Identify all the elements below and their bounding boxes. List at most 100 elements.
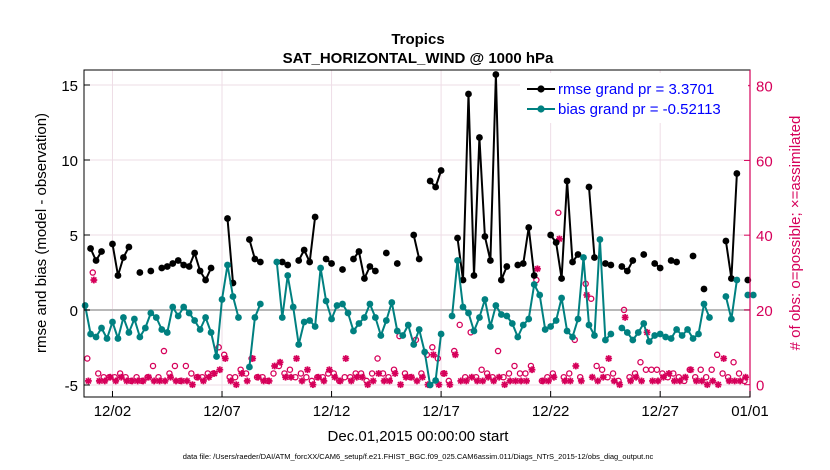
obs-assimilated-stroke — [216, 366, 223, 373]
bias-point — [470, 327, 478, 335]
bias-point — [114, 335, 122, 342]
obs-assimilated-marker — [210, 370, 218, 377]
obs-assimilated-stroke — [118, 374, 125, 381]
obs-assimilated-stroke — [682, 374, 689, 381]
obs-assimilated-marker — [468, 373, 476, 381]
legend: rmse grand pr = 3.3701 bias grand pr = -… — [520, 73, 748, 123]
rmse-point — [366, 263, 374, 270]
y2-tick-label: 20 — [756, 303, 773, 320]
rmse-point — [322, 255, 330, 263]
rmse-point — [727, 275, 735, 282]
rmse-point — [476, 134, 483, 141]
rmse-point — [623, 267, 631, 275]
obs-assimilated-stroke — [222, 355, 229, 362]
rmse-point — [656, 264, 664, 272]
bias-point — [404, 321, 412, 329]
obs-assimilated-marker — [408, 373, 415, 381]
rmse-point — [410, 231, 418, 239]
bias-point — [656, 330, 664, 338]
obs-possible-marker — [637, 358, 644, 366]
obs-assimilated-stroke — [359, 374, 366, 381]
bias-point — [306, 317, 314, 324]
obs-assimilated-stroke — [107, 374, 114, 381]
obs-possible-marker — [456, 321, 463, 329]
obs-assimilated-stroke — [96, 377, 103, 385]
bias-point — [536, 291, 544, 299]
obs-assimilated-marker — [512, 377, 519, 385]
obs-assimilated-stroke — [704, 381, 711, 388]
obs-assimilated-marker — [298, 377, 306, 385]
bias-point — [300, 318, 308, 326]
x-axis: 12/02 12/07 12/12 12/17 12/22 12/27 01/01 — [94, 391, 769, 420]
obs-assimilated-stroke — [474, 377, 481, 385]
rmse-point — [136, 269, 144, 276]
rmse-point — [295, 257, 303, 264]
obs-assimilated-stroke — [726, 377, 733, 385]
rmse-point — [371, 267, 379, 275]
rmse-point — [547, 231, 555, 239]
rmse-point — [87, 245, 94, 252]
obs-assimilated-marker — [605, 355, 613, 362]
obs-assimilated-stroke — [490, 377, 497, 385]
rmse-point — [98, 248, 105, 255]
obs-assimilated-marker — [545, 377, 552, 385]
obs-assimilated-stroke — [517, 377, 525, 385]
obs-possible-marker — [555, 209, 562, 217]
bias-point — [174, 312, 182, 320]
rmse-point — [125, 243, 133, 251]
bias-point — [339, 300, 346, 308]
obs-assimilated-stroke — [506, 377, 514, 385]
obs-possible-marker — [505, 370, 513, 377]
obs-assimilated-stroke — [402, 374, 410, 381]
bias-point — [81, 302, 89, 309]
obs-assimilated-marker — [282, 373, 289, 381]
x-axis-label: Dec.01,2015 00:00:00 start — [328, 428, 510, 445]
rmse-point — [558, 275, 565, 282]
obs-assimilated-stroke — [408, 374, 415, 381]
bias-point — [519, 321, 527, 329]
rmse-line-segment — [297, 216, 317, 263]
rmse-point — [651, 260, 659, 267]
obs-assimilated-marker — [232, 381, 240, 389]
obs-assimilated-stroke — [90, 276, 97, 284]
rmse-point — [519, 260, 527, 267]
bias-point — [585, 321, 593, 329]
obs-possible-marker — [297, 370, 305, 377]
obs-possible-marker — [160, 347, 168, 355]
obs-assimilated-marker — [265, 377, 273, 385]
obs-assimilated-stroke — [676, 377, 684, 385]
obs-assimilated-stroke — [309, 381, 317, 388]
bias-point — [727, 315, 735, 323]
bias-point — [344, 309, 352, 317]
obs-assimilated-marker — [95, 377, 103, 385]
rmse-point — [256, 258, 264, 266]
obs-assimilated-marker — [490, 377, 498, 385]
bias-point — [207, 329, 215, 336]
obs-assimilated-stroke — [534, 265, 541, 272]
rmse-point — [207, 264, 215, 272]
obs-assimilated-stroke — [276, 359, 284, 366]
bias-point — [278, 314, 286, 321]
bias-point — [629, 336, 637, 344]
rmse-point — [563, 177, 571, 185]
obs-assimilated-marker — [189, 381, 196, 389]
bias-point — [196, 326, 204, 333]
rmse-point — [437, 167, 445, 174]
x-tick-label: 01/01 — [731, 403, 769, 420]
rmse-point — [355, 248, 363, 255]
rmse-point — [251, 255, 259, 263]
obs-assimilated-stroke — [205, 374, 212, 381]
obs-assimilated-marker — [309, 381, 317, 389]
bias-point — [481, 296, 489, 303]
rmse-point — [640, 251, 648, 258]
obs-assimilated-marker — [484, 373, 492, 381]
bias-point — [749, 291, 757, 299]
obs-assimilated-marker — [654, 377, 662, 385]
bias-point — [328, 315, 335, 323]
obs-assimilated-stroke — [720, 355, 727, 362]
obs-assimilated-stroke — [523, 377, 530, 385]
obs-assimilated-stroke — [271, 362, 278, 370]
obs-assimilated-marker — [358, 373, 366, 381]
bias-point — [486, 323, 494, 330]
obs-assimilated-marker — [495, 373, 503, 381]
